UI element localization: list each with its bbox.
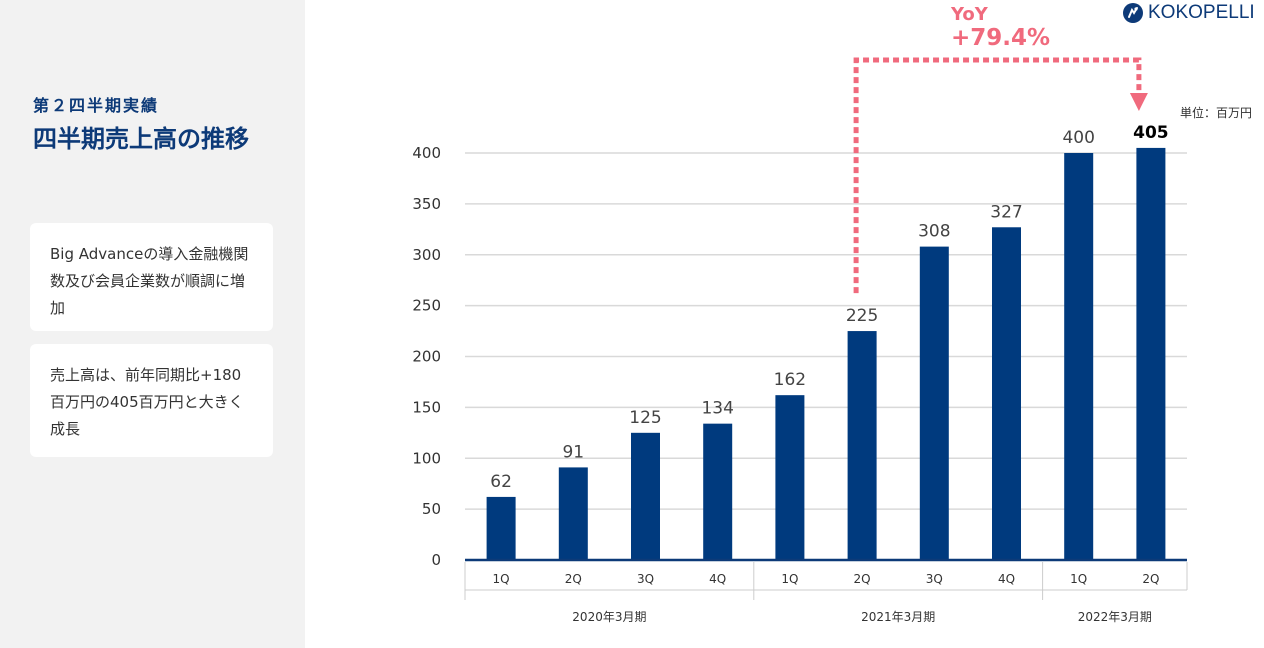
x-tick-label: 2Q <box>1142 572 1159 586</box>
summary-card-2: 売上高は、前年同期比+180百万円の405百万円と大きく成長 <box>30 344 273 457</box>
data-label: 327 <box>990 202 1022 222</box>
group-label: 2020年3月期 <box>572 610 646 624</box>
bar <box>558 467 588 560</box>
page-title: 四半期売上高の推移 <box>33 125 249 153</box>
y-axis-ticks: 0 50 100 150 200 250 300 350 400 <box>412 144 441 569</box>
bar <box>1064 153 1094 560</box>
y-tick-label: 400 <box>412 144 441 162</box>
x-axis: 1Q 2Q 3Q 4Q 1Q 2Q 3Q 4Q 1Q 2Q 2020年3月期 2021年3月期 2022… <box>464 558 1188 624</box>
data-label: 134 <box>701 399 733 419</box>
x-tick-label: 4Q <box>709 572 726 586</box>
data-label: 405 <box>1133 123 1169 143</box>
y-tick-label: 350 <box>412 195 441 213</box>
group-label: 2021年3月期 <box>861 610 935 624</box>
sidebar: 第２四半期実績 四半期売上高の推移 Big Advanceの導入金融機関数及び会… <box>0 0 305 648</box>
x-tick-label: 2Q <box>854 572 871 586</box>
x-tick-label: 3Q <box>926 572 943 586</box>
bar <box>775 395 805 560</box>
summary-card-1: Big Advanceの導入金融機関数及び会員企業数が順調に増加 <box>30 223 273 331</box>
data-label: 91 <box>562 442 584 462</box>
logo-text: KOKOPELLI <box>1148 2 1255 23</box>
x-tick-label: 4Q <box>998 572 1015 586</box>
bar <box>631 432 660 560</box>
data-label: 225 <box>846 306 878 326</box>
bar <box>703 423 733 560</box>
y-tick-label: 100 <box>412 449 441 467</box>
bars <box>486 147 1166 561</box>
bar <box>847 331 877 560</box>
kokopelli-logo-icon <box>1123 3 1143 23</box>
data-label: 125 <box>629 408 661 428</box>
y-tick-label: 0 <box>431 551 441 569</box>
data-labels: 62 91 125 134 162 225 308 327 400 405 <box>490 123 1168 492</box>
x-tick-label: 1Q <box>1070 572 1087 586</box>
data-label: 162 <box>774 370 806 390</box>
company-logo: KOKOPELLI <box>1122 0 1255 26</box>
bar <box>919 246 949 561</box>
yoy-arrowhead <box>1129 93 1148 111</box>
y-tick-label: 200 <box>412 348 441 366</box>
bar <box>486 496 516 560</box>
unit-label: 単位：百万円 <box>1180 106 1253 120</box>
y-tick-label: 250 <box>412 297 441 315</box>
section-label: 第２四半期実績 <box>33 96 160 115</box>
yoy-value: +79.4% <box>951 25 1051 51</box>
data-label: 308 <box>918 222 950 242</box>
yoy-arrow <box>853 57 1148 294</box>
y-tick-label: 50 <box>422 500 441 518</box>
x-tick-label: 2Q <box>565 572 582 586</box>
bar <box>992 227 1021 560</box>
y-tick-label: 150 <box>412 398 441 416</box>
group-label: 2022年3月期 <box>1078 610 1152 624</box>
data-label: 400 <box>1062 128 1094 148</box>
yoy-bracket-line <box>853 57 1142 294</box>
y-tick-label: 300 <box>412 246 441 264</box>
x-tick-label: 1Q <box>781 572 798 586</box>
x-tick-label: 3Q <box>637 572 654 586</box>
yoy-label: YoY <box>951 4 988 25</box>
data-label: 62 <box>490 472 512 492</box>
bar <box>1136 147 1166 560</box>
x-tick-label: 1Q <box>493 572 510 586</box>
